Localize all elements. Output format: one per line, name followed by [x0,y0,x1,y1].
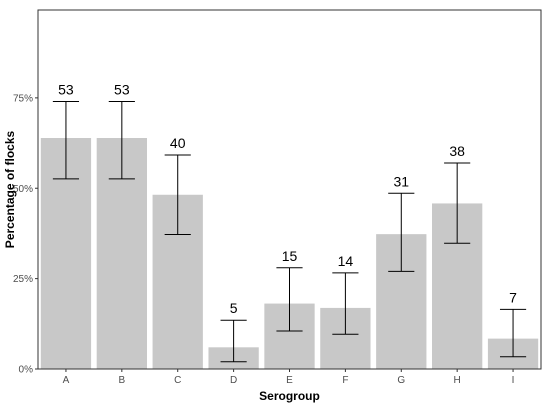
y-tick-label-50: 50% [13,184,33,195]
x-axis: A B C D E F G H I [63,369,515,386]
plot-panel-border [37,9,542,370]
data-labels-group: 53 53 40 5 15 14 31 38 7 [58,81,517,316]
y-tick-label-0: 0% [19,365,34,376]
data-label-c: 40 [170,135,186,151]
data-label-h: 38 [449,143,465,159]
data-label-f: 14 [338,253,354,269]
x-tick-label-c: C [174,375,181,386]
x-tick-label-h: H [454,375,461,386]
error-bars-group [52,100,527,363]
y-axis-title: Percentage of flocks [3,130,17,248]
y-tick-label-75: 75% [13,93,33,104]
y-tick-label-25: 25% [13,274,33,285]
data-label-g: 31 [393,173,409,189]
data-label-i: 7 [509,289,517,305]
x-tick-label-a: A [63,375,70,386]
data-label-b: 53 [114,81,130,97]
x-tick-label-b: B [118,375,125,386]
x-tick-label-e: E [286,375,293,386]
data-label-d: 5 [230,300,238,316]
x-tick-label-d: D [230,375,237,386]
x-tick-label-i: I [512,375,515,386]
x-tick-label-f: F [342,375,348,386]
x-axis-title: Serogroup [259,389,320,403]
x-tick-label-g: G [397,375,405,386]
data-label-a: 53 [58,81,74,97]
data-label-e: 15 [282,248,298,264]
